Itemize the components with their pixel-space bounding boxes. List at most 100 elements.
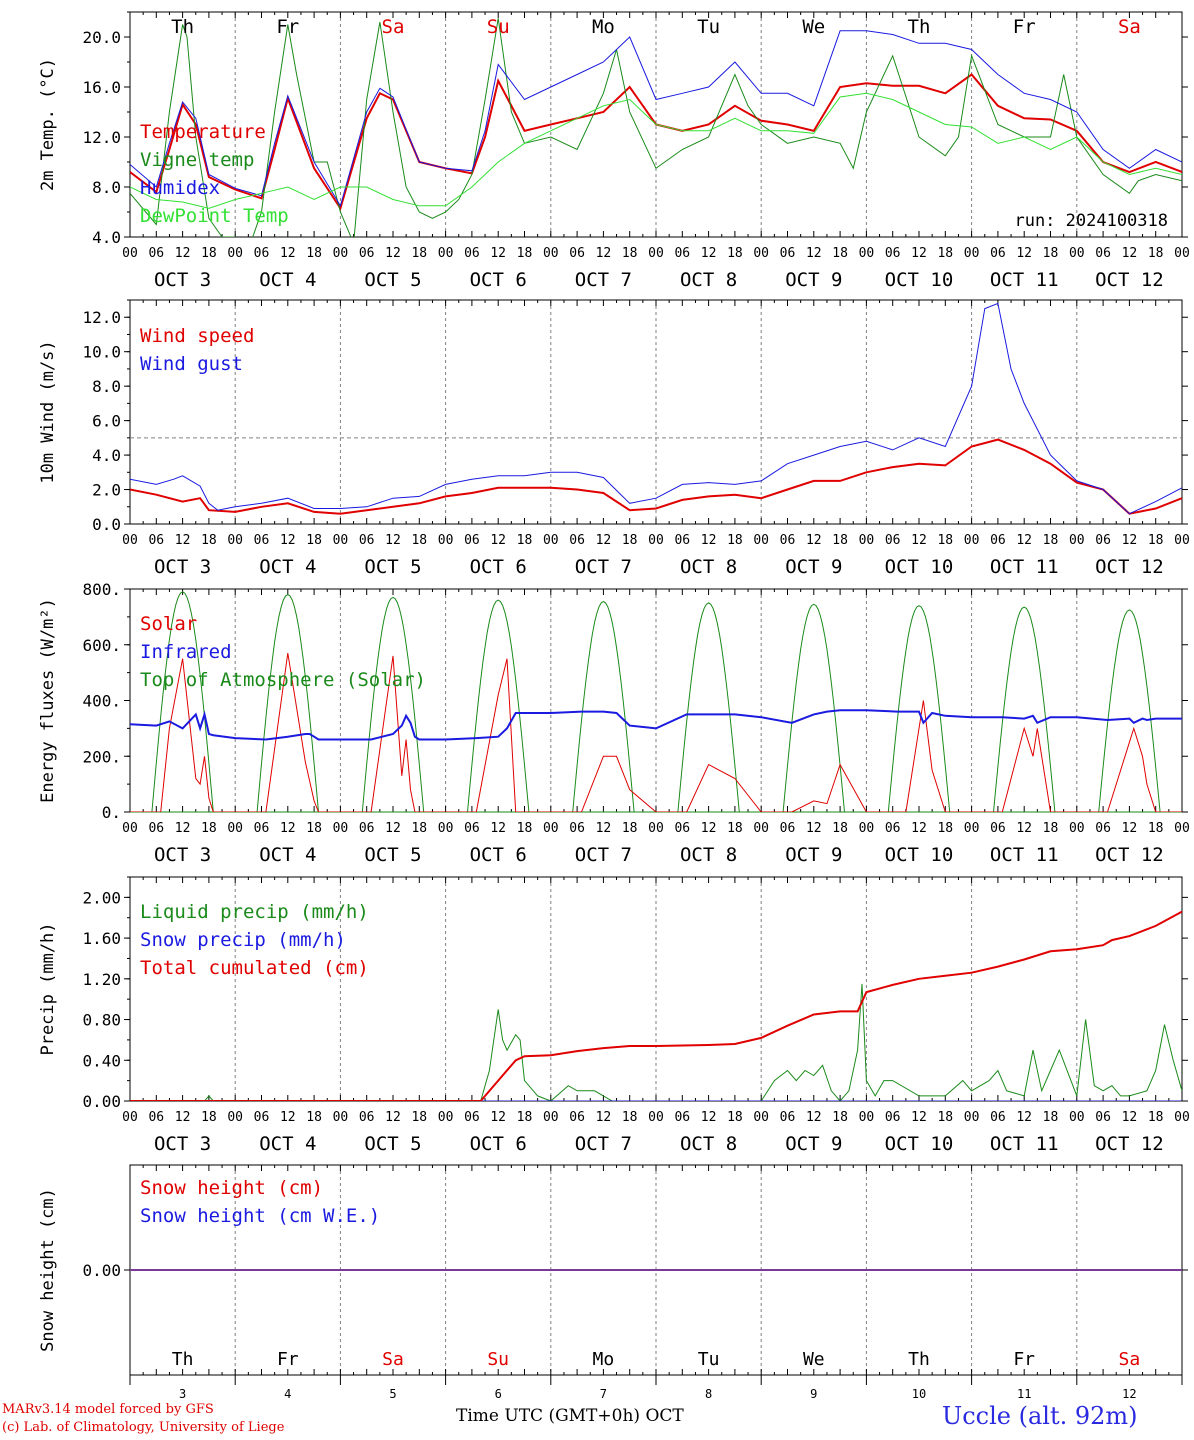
hour-label: 18 — [306, 821, 322, 836]
hour-label: 12 — [490, 533, 506, 548]
hour-label: 06 — [254, 821, 270, 836]
y-axis-title: 2m Temp. (°C) — [38, 58, 58, 191]
hour-label: 00 — [543, 533, 559, 548]
hour-label: 18 — [517, 1110, 533, 1125]
hour-label: 12 — [280, 533, 296, 548]
hour-label: 06 — [990, 246, 1006, 261]
series-humidex — [130, 30, 1182, 208]
date-label: OCT 12 — [1095, 556, 1164, 578]
hour-label: 00 — [438, 246, 454, 261]
legend-entry: Snow height (cm W.E.) — [140, 1205, 380, 1227]
hour-label: 00 — [859, 246, 875, 261]
hour-label: 00 — [1069, 821, 1085, 836]
hour-label: 18 — [517, 246, 533, 261]
series-top-of-atmosphere — [677, 602, 740, 812]
hour-label: 12 — [280, 821, 296, 836]
hour-label: 00 — [753, 1110, 769, 1125]
date-label: OCT 6 — [470, 1133, 527, 1155]
hour-label: 06 — [148, 246, 164, 261]
hour-label: 06 — [1095, 821, 1111, 836]
hour-label: 00 — [227, 246, 243, 261]
series-top-of-atmosphere — [887, 605, 951, 812]
credit-model: MARv3.14 model forced by GFS — [2, 1402, 214, 1417]
legend-entry: Solar — [140, 613, 197, 635]
hour-label: 06 — [359, 821, 375, 836]
series-top-of-atmosphere — [256, 594, 319, 812]
series-wind-gust — [130, 302, 1182, 515]
hour-label: 06 — [569, 533, 585, 548]
series-vigne-temp — [130, 18, 1182, 237]
hour-label: 00 — [1069, 533, 1085, 548]
hour-label: 12 — [1122, 821, 1138, 836]
day-number: 7 — [600, 1387, 607, 1401]
hour-label: 00 — [1174, 821, 1190, 836]
hour-label: 12 — [806, 1110, 822, 1125]
hour-label: 18 — [727, 821, 743, 836]
hour-label: 18 — [937, 533, 953, 548]
run-label: run: 2024100318 — [1014, 211, 1168, 231]
date-label: OCT 3 — [154, 1133, 211, 1155]
hour-label: 00 — [964, 821, 980, 836]
date-label: OCT 4 — [259, 844, 316, 866]
date-label: OCT 7 — [575, 844, 632, 866]
hour-label: 18 — [727, 1110, 743, 1125]
series-top-of-atmosphere — [1098, 609, 1161, 812]
y-tick-label: 8.0 — [92, 178, 121, 197]
hour-label: 00 — [648, 246, 664, 261]
hour-label: 00 — [964, 1110, 980, 1125]
date-label: OCT 12 — [1095, 844, 1164, 866]
hour-label: 00 — [859, 533, 875, 548]
hour-label: 06 — [254, 246, 270, 261]
hour-label: 12 — [806, 821, 822, 836]
hour-label: 12 — [175, 533, 191, 548]
hour-label: 00 — [753, 246, 769, 261]
day-name: Su — [487, 16, 510, 38]
date-label: OCT 8 — [680, 556, 737, 578]
hour-label: 00 — [648, 533, 664, 548]
hour-label: 06 — [885, 1110, 901, 1125]
hour-label: 18 — [622, 821, 638, 836]
hour-label: 18 — [411, 246, 427, 261]
station-name: Uccle (alt. 92m) — [942, 1402, 1138, 1430]
hour-label: 12 — [490, 246, 506, 261]
hour-label: 06 — [464, 246, 480, 261]
hour-label: 00 — [122, 533, 138, 548]
panel-frame — [129, 588, 1183, 813]
day-name: Fr — [1013, 16, 1036, 38]
legend-entry: Infrared — [140, 641, 232, 663]
date-label: OCT 11 — [990, 844, 1059, 866]
hour-label: 06 — [569, 821, 585, 836]
y-tick-label: 0. — [102, 803, 121, 822]
y-axis-title: 10m Wind (m/s) — [38, 340, 58, 483]
hour-label: 12 — [596, 533, 612, 548]
hour-label: 18 — [201, 533, 217, 548]
series-top-of-atmosphere — [572, 600, 635, 812]
hour-label: 06 — [569, 246, 585, 261]
hour-label: 06 — [674, 246, 690, 261]
hour-label: 18 — [937, 1110, 953, 1125]
legend-entry: Snow precip (mm/h) — [140, 929, 346, 951]
hour-label: 00 — [122, 246, 138, 261]
day-name-bottom: Th — [908, 1349, 930, 1370]
legend-entry: Total cumulated (cm) — [140, 957, 369, 979]
hour-label: 18 — [937, 246, 953, 261]
day-number: 4 — [284, 1387, 291, 1401]
hour-label: 00 — [543, 1110, 559, 1125]
hour-label: 18 — [1043, 533, 1059, 548]
day-name-bottom: We — [803, 1349, 825, 1370]
y-tick-label: 0.00 — [82, 1261, 121, 1280]
date-label: OCT 3 — [154, 844, 211, 866]
date-label: OCT 5 — [364, 1133, 421, 1155]
hour-label: 06 — [359, 533, 375, 548]
hour-label: 00 — [964, 246, 980, 261]
hour-label: 06 — [254, 1110, 270, 1125]
hour-label: 06 — [569, 1110, 585, 1125]
hour-label: 18 — [1148, 533, 1164, 548]
hour-label: 12 — [280, 246, 296, 261]
hour-label: 18 — [832, 246, 848, 261]
day-name-bottom: Sa — [382, 1349, 404, 1370]
date-label: OCT 3 — [154, 556, 211, 578]
hour-label: 06 — [990, 1110, 1006, 1125]
y-tick-label: 2.00 — [82, 888, 121, 907]
hour-label: 00 — [753, 821, 769, 836]
